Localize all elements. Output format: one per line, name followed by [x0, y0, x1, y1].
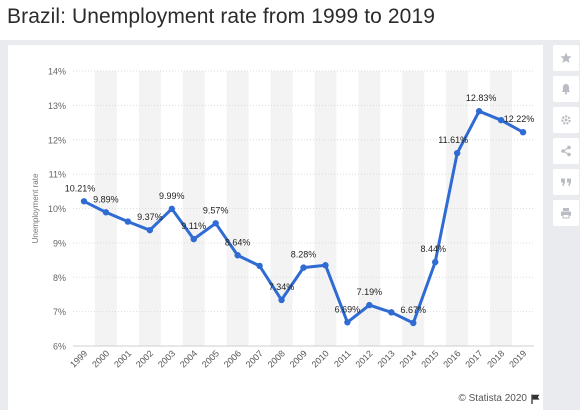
- print-icon: [560, 208, 571, 219]
- data-point: [497, 116, 505, 124]
- x-tick-label: 2008: [266, 348, 287, 369]
- data-point: [80, 198, 88, 205]
- x-tick-label: 2005: [200, 348, 221, 369]
- data-point: [124, 218, 132, 225]
- x-tick-label: 2009: [288, 348, 309, 369]
- y-tick-label: 9%: [53, 238, 66, 248]
- data-point: [432, 258, 439, 266]
- x-tick-label: 2016: [441, 348, 462, 369]
- data-label: 8.28%: [291, 250, 317, 260]
- star-icon: [559, 52, 572, 63]
- x-tick-label: 2010: [310, 348, 331, 369]
- data-point: [322, 262, 329, 269]
- x-tick-label: 2019: [507, 348, 528, 369]
- data-label: 9.89%: [93, 194, 119, 204]
- x-tick-label: 2000: [90, 348, 111, 369]
- x-tick-label: 2013: [375, 348, 396, 369]
- data-point: [300, 264, 307, 271]
- cite-button[interactable]: [552, 169, 579, 195]
- data-point: [168, 205, 175, 213]
- share-icon: [560, 145, 571, 157]
- data-point: [475, 108, 483, 115]
- column-band: [490, 71, 513, 346]
- y-tick-label: 13%: [48, 101, 66, 111]
- side-toolbar: [551, 45, 580, 231]
- x-tick-label: 2004: [178, 348, 199, 369]
- y-tick-label: 7%: [53, 307, 66, 317]
- source-credit[interactable]: © Statista 2020: [458, 393, 540, 404]
- quote-icon: [560, 178, 571, 186]
- data-point: [278, 296, 285, 304]
- data-point: [388, 309, 395, 316]
- data-label: 9.37%: [137, 212, 163, 222]
- notification-button[interactable]: [552, 76, 579, 102]
- flag-icon: [531, 394, 540, 404]
- x-tick-label: 2002: [134, 348, 155, 369]
- x-tick-label: 2006: [222, 348, 243, 369]
- x-tick-label: 1999: [68, 348, 89, 369]
- data-label: 6.69%: [335, 304, 361, 314]
- x-tick-label: 2012: [354, 348, 375, 369]
- data-label: 11.61%: [438, 135, 468, 145]
- x-tick-label: 2007: [244, 348, 265, 369]
- share-button[interactable]: [552, 138, 579, 164]
- x-tick-label: 2018: [485, 348, 506, 369]
- data-label: 8.44%: [420, 244, 446, 254]
- data-label: 6.67%: [400, 305, 426, 315]
- data-point: [410, 319, 417, 327]
- data-label: 7.19%: [357, 287, 383, 297]
- x-tick-label: 2017: [463, 348, 484, 369]
- data-label: 7.34%: [269, 282, 295, 292]
- data-point: [344, 319, 351, 326]
- x-tick-label: 2014: [397, 348, 418, 369]
- data-point: [366, 301, 373, 309]
- y-tick-label: 8%: [53, 273, 66, 283]
- favorite-button[interactable]: [552, 45, 579, 71]
- y-tick-label: 11%: [49, 170, 66, 180]
- y-tick-label: 10%: [48, 204, 66, 214]
- column-band: [138, 71, 161, 346]
- data-label: 12.83%: [466, 93, 497, 103]
- x-tick-label: 2015: [419, 348, 440, 369]
- data-label: 12.22%: [504, 114, 535, 124]
- data-point: [453, 149, 461, 157]
- data-point: [234, 252, 241, 259]
- credit-text: © Statista 2020: [458, 393, 527, 404]
- data-point: [102, 209, 110, 216]
- column-band: [358, 71, 381, 346]
- y-tick-label: 12%: [48, 135, 66, 145]
- bell-icon: [561, 84, 570, 95]
- data-point: [212, 220, 219, 227]
- data-label: 8.64%: [225, 237, 251, 247]
- data-point: [256, 262, 263, 270]
- data-point: [190, 235, 197, 243]
- x-tick-label: 2011: [332, 348, 353, 369]
- y-axis-title: Unemployment rate: [31, 173, 40, 243]
- print-button[interactable]: [552, 200, 579, 226]
- settings-button[interactable]: [552, 107, 579, 133]
- x-tick-label: 2003: [156, 348, 177, 369]
- data-label: 9.57%: [203, 205, 229, 215]
- data-label: 9.99%: [159, 191, 185, 201]
- x-tick-label: 2001: [112, 348, 133, 369]
- data-label: 9.11%: [181, 221, 206, 231]
- y-tick-label: 6%: [53, 342, 66, 352]
- page-title: Brazil: Unemployment rate from 1999 to 2…: [7, 5, 436, 28]
- data-label: 10.21%: [65, 183, 96, 193]
- gear-icon: [560, 115, 571, 125]
- column-band: [270, 71, 293, 346]
- data-point: [146, 226, 154, 234]
- y-tick-label: 14%: [48, 67, 66, 77]
- data-point: [519, 128, 527, 136]
